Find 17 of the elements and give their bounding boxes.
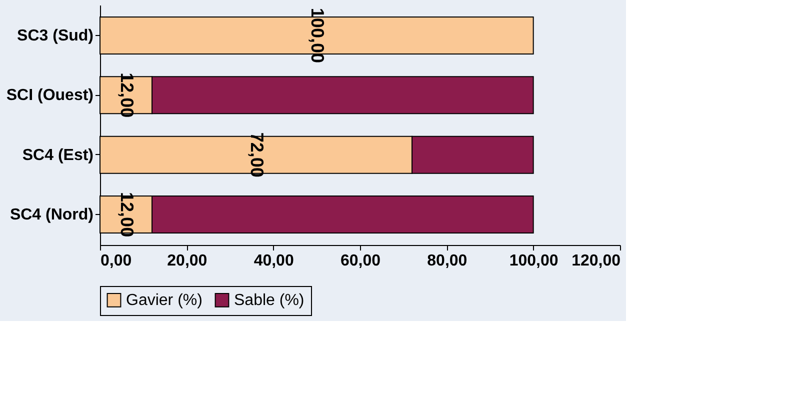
x-tick-label: 60,00 [340, 252, 381, 270]
data-label: 12,00 [117, 72, 137, 118]
x-tick-label: 20,00 [167, 252, 208, 270]
legend-label: Gavier (%) [126, 292, 202, 310]
y-tick-label: SC4 (Nord) [10, 206, 94, 224]
x-tick-label: 80,00 [427, 252, 468, 270]
data-label: 12,00 [117, 192, 137, 238]
x-tick-label: 120,00 [572, 252, 621, 270]
x-tick-label: 100,00 [509, 252, 558, 270]
x-tick-label: 0,00 [100, 252, 132, 270]
x-tick-label: 40,00 [254, 252, 294, 270]
y-tick-label: SC4 (Est) [22, 146, 94, 164]
legend-label: Sable (%) [234, 292, 304, 310]
data-label: 72,00 [247, 132, 267, 178]
y-tick-label: SCI (Ouest) [6, 87, 94, 104]
data-label: 100,00 [308, 8, 328, 63]
y-tick-label: SC3 (Sud) [17, 27, 94, 44]
